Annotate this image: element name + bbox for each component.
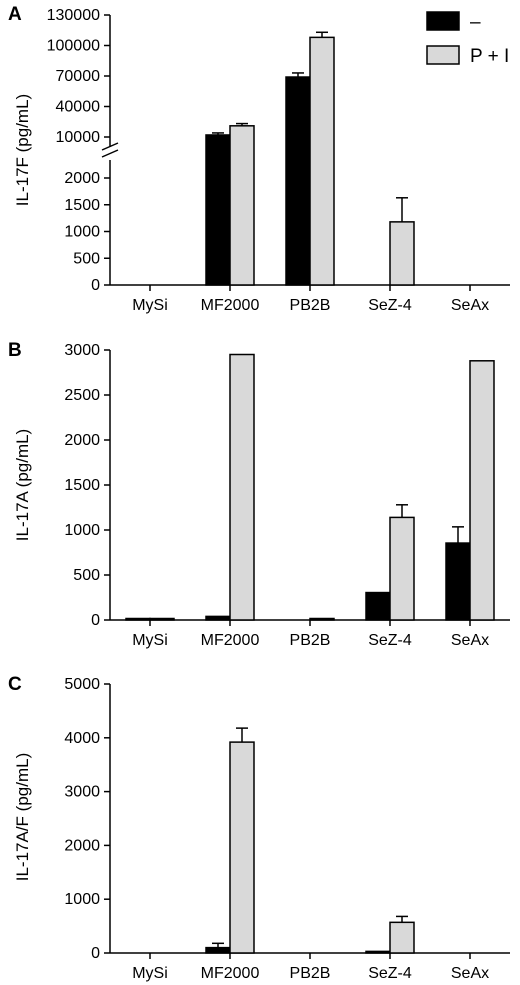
bar-minus-SeZ-4 <box>365 591 391 621</box>
bar-pi-SeZ-4 <box>389 516 415 621</box>
y-tick-label: 10000 <box>56 129 101 146</box>
y-tick-label: 2000 <box>64 432 100 449</box>
bar-minus-PB2B <box>285 76 311 286</box>
x-tick-label: SeZ-4 <box>368 297 412 314</box>
x-tick-label: PB2B <box>290 632 331 649</box>
y-tick-label: 0 <box>91 945 100 962</box>
legend-label-pi: P + I <box>470 46 509 67</box>
y-tick-label: 1500 <box>64 477 100 494</box>
y-tick-label: 130000 <box>47 7 100 24</box>
bar-minus-MF2000 <box>205 946 231 954</box>
bar-minus-SeAx <box>445 542 471 621</box>
x-tick-label: MF2000 <box>201 297 260 314</box>
chart-panel-b: B IL-17A (pg/mL) 0 500 1000 1500 2000 2500 300… <box>8 340 510 649</box>
y-tick-label: 100000 <box>47 38 100 55</box>
legend: – P + I <box>426 11 509 67</box>
legend-label-minus: – <box>470 12 481 33</box>
bar-pi-PB2B <box>309 617 335 621</box>
bar-pi-MySi <box>149 617 175 621</box>
y-tick-label: 3000 <box>64 784 100 801</box>
x-tick-label: MySi <box>132 297 168 314</box>
x-tick-label: SeZ-4 <box>368 632 412 649</box>
panel-letter-a: A <box>8 4 22 25</box>
axis-break-mark <box>101 142 119 151</box>
y-tick-label: 1000 <box>64 891 100 908</box>
y-tick-label: 1500 <box>64 197 100 214</box>
y-tick-label: 0 <box>91 612 100 629</box>
y-tick-label: 3000 <box>64 342 100 359</box>
y-tick-label: 500 <box>73 250 100 267</box>
y-tick-label: 40000 <box>56 99 101 116</box>
y-tick-label: 0 <box>91 277 100 294</box>
x-tick-label: PB2B <box>290 297 331 314</box>
x-tick-label: SeAx <box>451 965 489 982</box>
y-tick-label: 500 <box>73 567 100 584</box>
x-tick-label: PB2B <box>290 965 331 982</box>
bar-pi-SeZ-4 <box>389 921 415 954</box>
y-axis-label-a: IL-17F (pg/mL) <box>13 94 32 206</box>
y-tick-label: 2000 <box>64 837 100 854</box>
x-tick-label: SeAx <box>451 297 489 314</box>
x-tick-label: MySi <box>132 632 168 649</box>
x-tick-label: MF2000 <box>201 965 260 982</box>
panel-letter-c: C <box>8 674 22 695</box>
legend-swatch-minus <box>426 11 460 31</box>
y-tick-label: 5000 <box>64 676 100 693</box>
chart-panel-a: A IL-17F (pg/mL) 10000400007000010000013… <box>8 4 510 314</box>
y-tick-label: 70000 <box>56 68 101 85</box>
bar-pi-SeZ-4 <box>389 221 415 286</box>
bar-pi-SeAx <box>469 360 495 621</box>
y-tick-label: 4000 <box>64 730 100 747</box>
y-tick-label: 1000 <box>64 224 100 241</box>
bar-minus-MF2000 <box>205 134 231 286</box>
bar-pi-MF2000 <box>229 741 255 954</box>
axis-break-mark <box>101 149 119 158</box>
x-tick-label: MF2000 <box>201 632 260 649</box>
bar-pi-MF2000 <box>229 353 255 621</box>
y-tick-label: 1000 <box>64 522 100 539</box>
panel-letter-b: B <box>8 340 22 361</box>
chart-panel-c: C IL-17A/F (pg/mL) 0 1000 2000 3000 4000 5000… <box>8 674 510 982</box>
bar-minus-SeZ-4 <box>365 950 391 954</box>
x-tick-label: MySi <box>132 965 168 982</box>
bar-pi-PB2B <box>309 36 335 286</box>
y-axis-label-b: IL-17A (pg/mL) <box>13 429 32 541</box>
bar-minus-MF2000 <box>205 615 231 621</box>
bar-pi-MF2000 <box>229 125 255 286</box>
x-tick-label: SeAx <box>451 632 489 649</box>
x-tick-label: SeZ-4 <box>368 965 412 982</box>
y-axis-label-c: IL-17A/F (pg/mL) <box>13 753 32 882</box>
legend-swatch-pi <box>426 45 460 65</box>
y-tick-label: 2500 <box>64 387 100 404</box>
y-tick-label: 2000 <box>64 170 100 187</box>
bar-minus-MySi <box>125 617 151 621</box>
